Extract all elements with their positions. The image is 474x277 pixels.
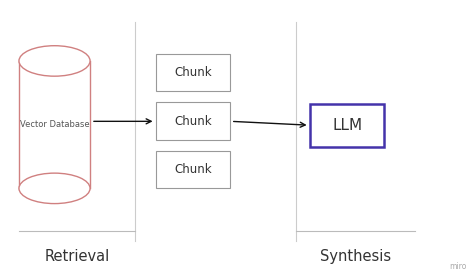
Text: miro: miro (449, 263, 467, 271)
Bar (156, 151, 230, 188)
Text: Synthesis: Synthesis (320, 249, 391, 264)
Bar (156, 102, 230, 140)
Text: LLM: LLM (332, 118, 362, 133)
Bar (156, 54, 230, 91)
Bar (19, 61, 90, 188)
Text: Chunk: Chunk (174, 115, 212, 128)
Text: Retrieval: Retrieval (45, 249, 110, 264)
Ellipse shape (19, 173, 90, 204)
Ellipse shape (19, 46, 90, 76)
Text: Chunk: Chunk (174, 163, 212, 176)
Bar (310, 104, 384, 147)
Text: Vector Database: Vector Database (20, 120, 89, 129)
Text: Chunk: Chunk (174, 66, 212, 79)
